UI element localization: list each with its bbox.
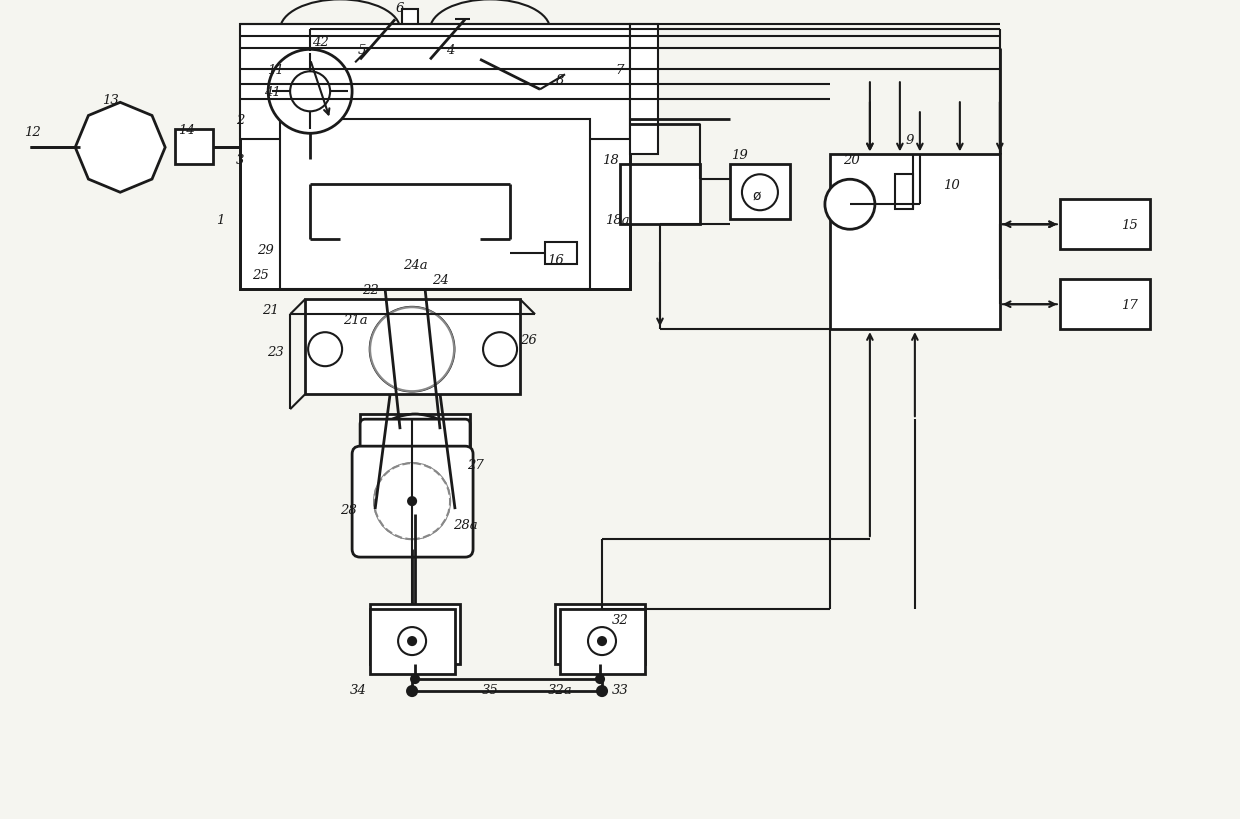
Text: 12: 12 xyxy=(24,125,41,138)
Bar xyxy=(241,25,630,140)
Circle shape xyxy=(825,180,875,230)
Text: 29: 29 xyxy=(257,243,274,256)
Text: 28a: 28a xyxy=(453,518,477,531)
Text: 33: 33 xyxy=(611,683,629,695)
Bar xyxy=(360,414,470,524)
Text: 4: 4 xyxy=(446,43,454,57)
Text: 19: 19 xyxy=(732,148,748,161)
Bar xyxy=(402,11,418,55)
Text: 28: 28 xyxy=(340,503,356,516)
Circle shape xyxy=(374,464,450,540)
Circle shape xyxy=(408,637,417,645)
Bar xyxy=(1060,280,1149,330)
FancyBboxPatch shape xyxy=(352,446,474,558)
Text: 10: 10 xyxy=(944,179,960,192)
Text: 35: 35 xyxy=(481,683,498,695)
Circle shape xyxy=(587,620,614,649)
Text: 13: 13 xyxy=(102,93,119,106)
Text: 42: 42 xyxy=(311,36,329,49)
Circle shape xyxy=(360,414,470,524)
Text: 18: 18 xyxy=(601,154,619,166)
Circle shape xyxy=(408,497,417,505)
Circle shape xyxy=(742,175,777,211)
Circle shape xyxy=(401,620,429,649)
Circle shape xyxy=(407,686,417,696)
Bar xyxy=(1060,200,1149,250)
Circle shape xyxy=(360,414,470,524)
Text: 8: 8 xyxy=(556,74,564,87)
Text: 6: 6 xyxy=(396,2,404,15)
Bar xyxy=(283,115,305,290)
Circle shape xyxy=(270,52,350,132)
Text: 32: 32 xyxy=(611,613,629,626)
Text: 1: 1 xyxy=(216,214,224,227)
Text: 18a: 18a xyxy=(605,214,630,227)
Text: 27: 27 xyxy=(466,458,484,471)
Text: ø: ø xyxy=(753,188,761,202)
Circle shape xyxy=(398,627,427,655)
Bar xyxy=(556,35,590,66)
Bar xyxy=(370,609,455,674)
Text: 34: 34 xyxy=(350,683,367,695)
Text: 5: 5 xyxy=(358,43,366,57)
Bar xyxy=(620,165,699,225)
Circle shape xyxy=(370,308,454,391)
Bar xyxy=(830,155,999,330)
Text: 26: 26 xyxy=(520,333,537,346)
Circle shape xyxy=(412,465,419,473)
Text: 41: 41 xyxy=(264,86,280,98)
Bar xyxy=(630,25,658,155)
Text: 16: 16 xyxy=(547,253,563,266)
Text: 21a: 21a xyxy=(342,314,367,326)
Circle shape xyxy=(377,432,453,508)
FancyBboxPatch shape xyxy=(360,419,470,519)
Text: 2: 2 xyxy=(236,114,244,127)
Circle shape xyxy=(596,675,604,683)
Bar xyxy=(560,609,645,674)
Circle shape xyxy=(598,637,606,645)
Bar xyxy=(241,30,630,290)
Circle shape xyxy=(268,50,352,134)
Circle shape xyxy=(388,191,432,235)
Bar xyxy=(556,604,645,664)
Circle shape xyxy=(412,675,419,683)
Text: 24a: 24a xyxy=(403,259,428,271)
Circle shape xyxy=(377,432,453,508)
Text: 20: 20 xyxy=(843,154,861,166)
Bar xyxy=(175,130,213,165)
Text: 3: 3 xyxy=(236,154,244,166)
Bar xyxy=(241,25,630,290)
Text: 9: 9 xyxy=(905,133,914,147)
Circle shape xyxy=(412,631,419,638)
Circle shape xyxy=(308,333,342,367)
Text: 22: 22 xyxy=(362,283,378,296)
Bar xyxy=(310,185,510,240)
Bar xyxy=(370,604,460,664)
Circle shape xyxy=(290,72,330,112)
Text: 11: 11 xyxy=(267,64,284,77)
Bar xyxy=(546,243,577,265)
Bar xyxy=(529,115,552,290)
Circle shape xyxy=(596,686,608,696)
Text: 7: 7 xyxy=(616,64,624,77)
Text: 15: 15 xyxy=(1121,219,1138,232)
Bar xyxy=(730,165,790,220)
Text: 21: 21 xyxy=(262,303,279,316)
Text: 25: 25 xyxy=(252,269,269,282)
Circle shape xyxy=(374,464,450,540)
Circle shape xyxy=(588,627,616,655)
Bar xyxy=(305,300,520,395)
Text: 14: 14 xyxy=(177,124,195,137)
Text: 17: 17 xyxy=(1121,298,1138,311)
Circle shape xyxy=(596,631,604,638)
Bar xyxy=(895,175,913,210)
Bar xyxy=(280,120,590,290)
Circle shape xyxy=(370,308,454,391)
Circle shape xyxy=(484,333,517,367)
Text: 23: 23 xyxy=(267,346,284,358)
Text: 32a: 32a xyxy=(548,683,573,695)
Text: 24: 24 xyxy=(432,274,449,287)
Circle shape xyxy=(293,75,329,111)
